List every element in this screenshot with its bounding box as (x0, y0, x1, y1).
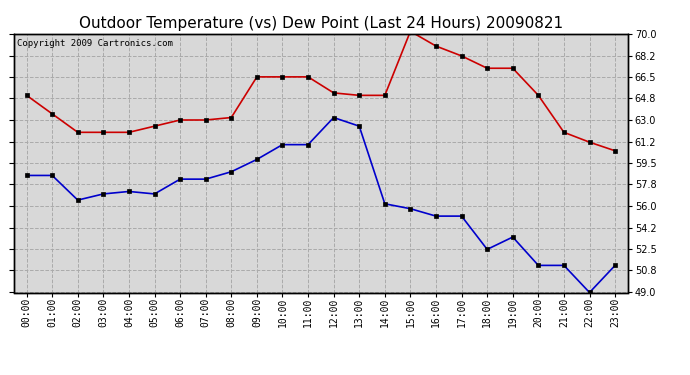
Text: Copyright 2009 Cartronics.com: Copyright 2009 Cartronics.com (17, 39, 172, 48)
Title: Outdoor Temperature (vs) Dew Point (Last 24 Hours) 20090821: Outdoor Temperature (vs) Dew Point (Last… (79, 16, 563, 31)
